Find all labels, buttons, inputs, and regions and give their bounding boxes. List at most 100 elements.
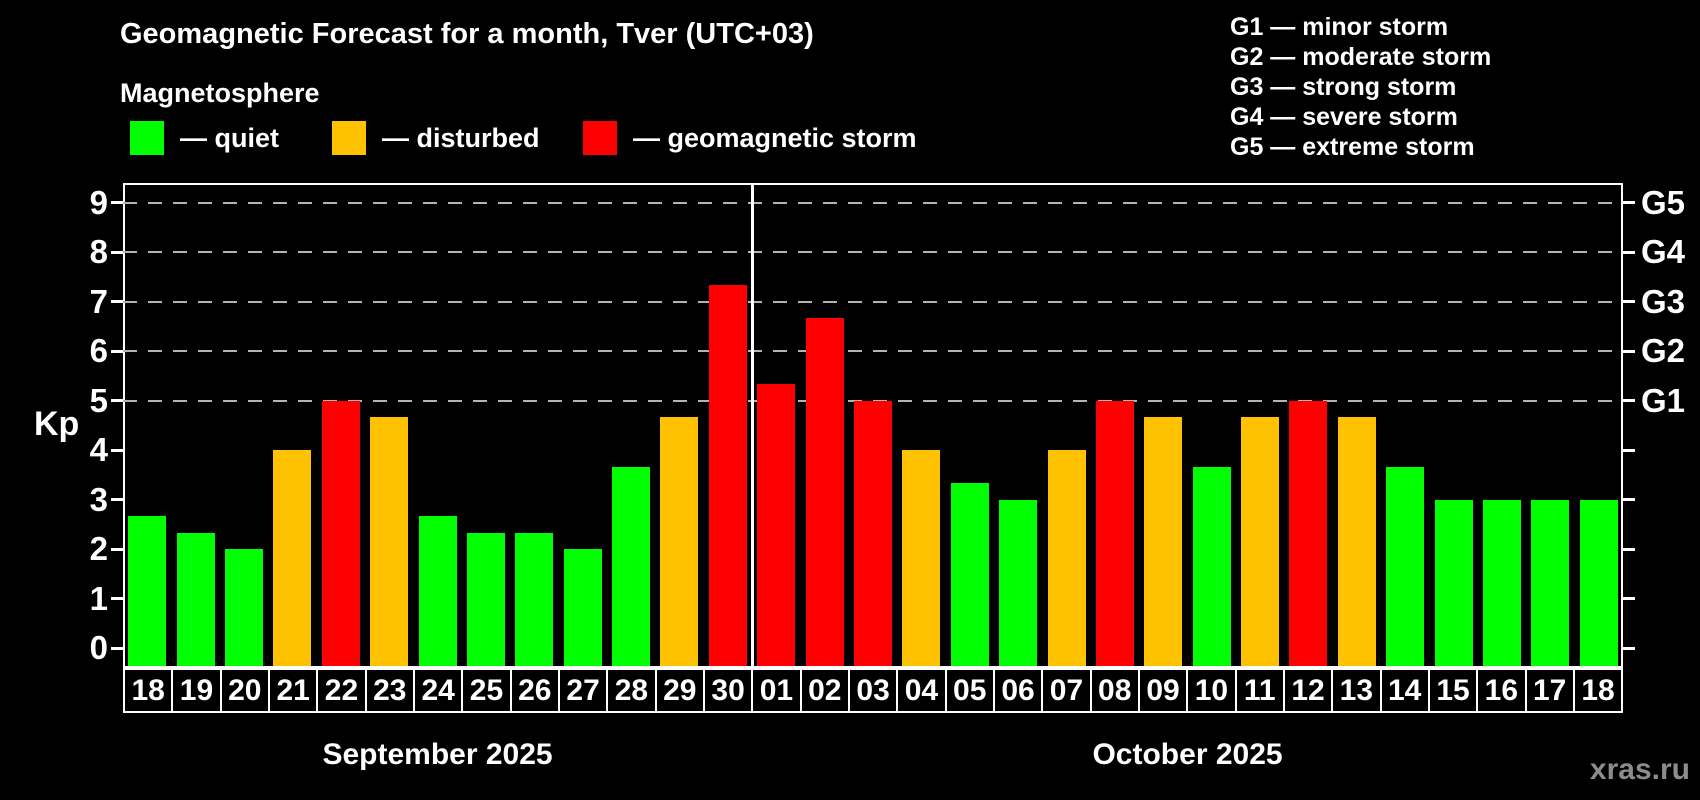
kp-bar — [273, 450, 312, 666]
day-label: 29 — [656, 670, 705, 711]
right-axis-tick — [1623, 646, 1635, 650]
y-axis-tick-label: 3 — [89, 480, 108, 518]
g-scale-legend: G1 — minor storm G2 — moderate storm G3 — … — [1230, 12, 1491, 162]
kp-bar — [418, 516, 457, 666]
disturbed-swatch-icon — [332, 121, 366, 155]
y-axis-tick-label: 1 — [89, 579, 108, 617]
day-label: 28 — [608, 670, 657, 711]
y-axis-tick — [111, 349, 123, 353]
g-axis-label: G5 — [1641, 183, 1686, 221]
day-label: 18 — [125, 670, 174, 711]
day-label: 16 — [1478, 670, 1527, 711]
storm-swatch-icon — [583, 121, 617, 155]
kp-bar — [321, 400, 360, 666]
kp-bar — [1483, 499, 1522, 666]
month-label: October 2025 — [1092, 738, 1283, 771]
y-axis-tick — [111, 547, 123, 551]
kp-bar — [660, 417, 699, 666]
day-label: 04 — [898, 670, 947, 711]
right-axis-tick — [1623, 448, 1635, 452]
g-legend-line: G3 — strong storm — [1230, 73, 1457, 101]
month-separator — [750, 183, 754, 668]
day-label: 27 — [559, 670, 609, 711]
legend-item-quiet: — quiet — [130, 120, 279, 156]
kp-bar — [1095, 400, 1134, 666]
day-label: 20 — [221, 670, 270, 711]
y-axis-tick-label: 4 — [89, 431, 108, 469]
gridline — [123, 251, 1623, 254]
kp-bar — [563, 549, 602, 666]
g-legend-line: G2 — moderate storm — [1230, 43, 1492, 71]
g-axis-label: G3 — [1641, 282, 1686, 320]
kp-bar — [999, 499, 1038, 666]
day-label: 24 — [414, 670, 464, 711]
legend-item-disturbed: — disturbed — [332, 120, 540, 156]
y-axis-tick — [111, 448, 123, 452]
month-label: September 2025 — [322, 738, 553, 771]
kp-bar — [370, 417, 409, 666]
y-axis-tick-label: 7 — [89, 282, 108, 320]
kp-bar — [757, 384, 796, 666]
day-label: 10 — [1188, 670, 1237, 711]
kp-bar — [950, 483, 989, 666]
y-axis-tick — [111, 300, 123, 304]
kp-bar — [224, 549, 263, 666]
page-title: Geomagnetic Forecast for a month, Tver (… — [120, 18, 814, 50]
right-axis-tick — [1623, 300, 1635, 304]
y-axis-tick — [111, 597, 123, 601]
kp-bar — [1434, 499, 1473, 666]
y-axis-tick-label: 0 — [89, 629, 108, 667]
gridline — [123, 300, 1623, 303]
kp-bar — [466, 532, 505, 666]
right-axis-tick — [1623, 498, 1635, 502]
legend-item-storm: — geomagnetic storm — [583, 120, 917, 156]
kp-bar — [515, 532, 554, 666]
day-label: 21 — [269, 670, 319, 711]
day-label: 17 — [1526, 670, 1575, 711]
y-axis-tick-label: 8 — [89, 233, 108, 271]
day-label: 14 — [1381, 670, 1430, 711]
g-legend-line: G5 — extreme storm — [1230, 133, 1475, 161]
day-label: 08 — [1091, 670, 1140, 711]
day-label: 13 — [1333, 670, 1382, 711]
chart-subtitle: Magnetosphere — [120, 78, 320, 108]
y-axis-tick — [111, 250, 123, 254]
y-axis-tick-label: 6 — [89, 332, 108, 370]
legend-label: — quiet — [180, 122, 279, 153]
kp-bar — [854, 400, 892, 666]
gridline — [123, 350, 1623, 353]
day-label: 01 — [753, 670, 802, 711]
g-axis-label: G1 — [1641, 381, 1686, 419]
day-label: 22 — [318, 670, 367, 711]
kp-bar — [612, 466, 651, 666]
y-axis-tick-label: 5 — [89, 381, 108, 419]
kp-bar — [1579, 499, 1618, 666]
right-axis-tick — [1623, 597, 1635, 601]
g-legend-line: G1 — minor storm — [1230, 13, 1449, 41]
right-axis-tick — [1623, 547, 1635, 551]
kp-bar — [708, 285, 747, 666]
kp-bar — [1531, 499, 1570, 666]
kp-bar — [1047, 450, 1086, 666]
kp-bar — [1144, 417, 1183, 666]
kp-bar — [1337, 417, 1376, 666]
y-axis-tick-label: 2 — [89, 530, 108, 568]
g-axis-label: G4 — [1641, 233, 1686, 271]
g-legend-line: G4 — severe storm — [1230, 103, 1458, 131]
g-axis-label: G2 — [1641, 332, 1686, 370]
day-label: 06 — [994, 670, 1044, 711]
day-label: 19 — [173, 670, 222, 711]
watermark-link[interactable]: xras.ru — [1589, 753, 1690, 786]
day-label: 25 — [463, 670, 512, 711]
day-label: 07 — [1043, 670, 1092, 711]
y-axis-tick — [111, 399, 123, 403]
day-label: 11 — [1236, 670, 1285, 711]
day-label: 15 — [1429, 670, 1479, 711]
y-axis-tick — [111, 646, 123, 650]
day-label: 05 — [946, 670, 995, 711]
y-axis-tick-label: 9 — [89, 183, 108, 221]
kp-bar — [1386, 466, 1425, 666]
plot-area — [123, 183, 1623, 668]
day-label: 26 — [511, 670, 560, 711]
